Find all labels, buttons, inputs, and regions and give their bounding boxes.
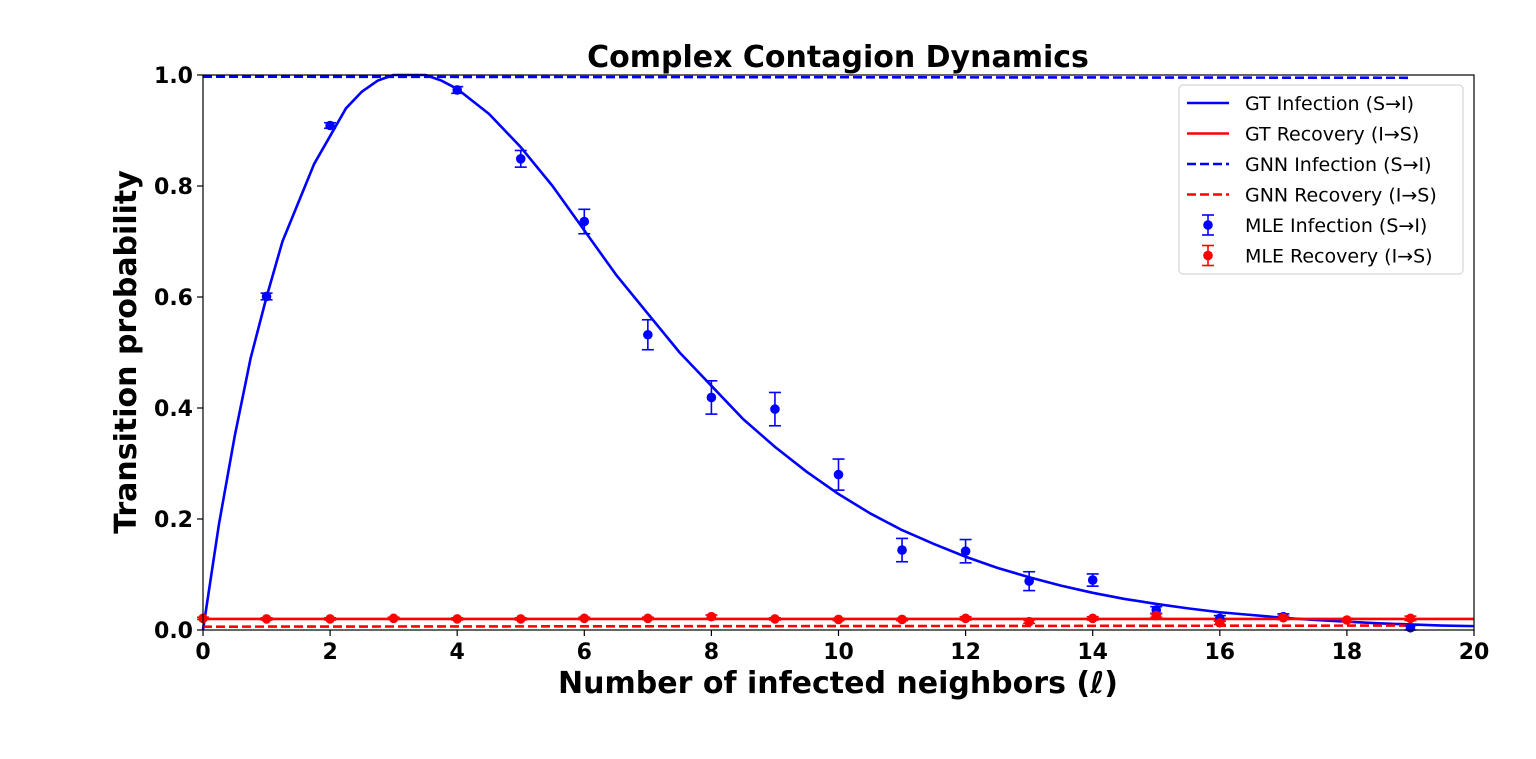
y-axis-label: Transition probability [109, 170, 144, 534]
x-tick-label: 6 [577, 640, 592, 665]
legend-label-gnn-recovery-i-s: GNN Recovery (I→S) [1245, 185, 1437, 207]
mle-infection-s-i-point [897, 545, 907, 555]
y-tick-label: 0.4 [154, 397, 193, 422]
x-tick-label: 4 [450, 640, 465, 665]
mle-infection-s-i-point [960, 546, 971, 556]
legend-swatch-marker [1203, 220, 1213, 230]
y-tick-label: 0.0 [154, 619, 193, 644]
axis-ticks: 0 2 4 6 8 10 12 14 16 18 20 0.0 0.2 0.4 0.6 0.8 1.0 [154, 64, 1489, 665]
mle-recovery-i-s-point [770, 614, 780, 624]
legend-box [1178, 84, 1464, 275]
mle-recovery-i-s-point [261, 614, 272, 624]
legend-swatch-marker [1203, 250, 1213, 261]
gnn-infection-s-i-line [202, 75, 1411, 80]
x-tick-label: 18 [1332, 640, 1363, 665]
mle-infection-s-i-point [452, 85, 463, 95]
mle-recovery-i-s-point [1215, 617, 1225, 628]
x-axis-label: Number of infected neighbors (ℓ) [558, 666, 1118, 701]
mle-recovery-i-s-point [706, 611, 717, 622]
chart-title: Complex Contagion Dynamics [587, 40, 1089, 75]
x-tick-label: 2 [322, 640, 337, 665]
gnn-recovery-i-s-line [202, 624, 1411, 628]
y-tick-label: 0.2 [154, 508, 193, 533]
x-tick-label: 0 [195, 640, 210, 665]
mle-recovery-i-s-point [897, 614, 907, 625]
mle-recovery-i-s-point [643, 613, 653, 624]
mle-infection-s-i-point [770, 404, 780, 414]
legend-label-gt-recovery-i-s: GT Recovery (I→S) [1245, 124, 1419, 146]
mle-infection-s-i-point [325, 120, 335, 131]
mle-recovery-i-s-point [1342, 615, 1352, 625]
legend: GT Infection (S→I) GT Recovery (I→S) GNN I… [1178, 84, 1464, 275]
mle-recovery-i-s-point [1405, 613, 1416, 624]
mle-infection-s-i-point [579, 216, 590, 227]
x-tick-label: 12 [950, 640, 981, 665]
mle-recovery-i-s-point [325, 614, 335, 624]
mle-recovery-i-s-point [579, 613, 590, 624]
x-tick-label: 20 [1459, 640, 1490, 665]
mle-infection-s-i-point [1024, 576, 1034, 586]
mle-infection-s-i-point [833, 469, 844, 480]
mle-infection-s-i-point [1405, 622, 1416, 633]
mle-infection-s-i-point [261, 291, 272, 302]
legend-label-gnn-infection-s-i: GNN Infection (S→I) [1245, 154, 1432, 176]
mle-recovery-i-s-point [960, 613, 971, 624]
mle-recovery-i-s-point [1151, 610, 1162, 621]
mle-recovery-i-s-point [1024, 616, 1034, 627]
mle-recovery-i-s-point [388, 613, 399, 624]
mle-infection-s-i-point [706, 392, 717, 403]
mle-recovery-i-s-point [1278, 612, 1289, 623]
legend-label-gt-infection-s-i: GT Infection (S→I) [1245, 93, 1414, 115]
y-tick-label: 0.8 [154, 175, 193, 200]
x-tick-label: 10 [823, 640, 854, 665]
y-tick-label: 0.6 [154, 286, 193, 311]
x-tick-label: 8 [704, 640, 719, 665]
mle-recovery-i-s-point [452, 614, 463, 624]
mle-infection-s-i-point [515, 154, 526, 164]
legend-label-mle-recovery-i-s: MLE Recovery (I→S) [1245, 246, 1433, 268]
mle-recovery-i-s-point [833, 614, 844, 625]
mle-infection-s-i-point [1087, 575, 1098, 585]
mle-recovery-i-s-point [515, 614, 526, 624]
x-tick-label: 14 [1077, 640, 1108, 665]
legend-label-mle-infection-s-i: MLE Infection (S→I) [1245, 215, 1427, 237]
x-tick-label: 16 [1204, 640, 1235, 665]
mle-infection-s-i-point [643, 329, 653, 340]
y-tick-label: 1.0 [154, 64, 193, 89]
mle-recovery-i-s-point [1087, 613, 1098, 624]
plot-area [197, 73, 1475, 633]
